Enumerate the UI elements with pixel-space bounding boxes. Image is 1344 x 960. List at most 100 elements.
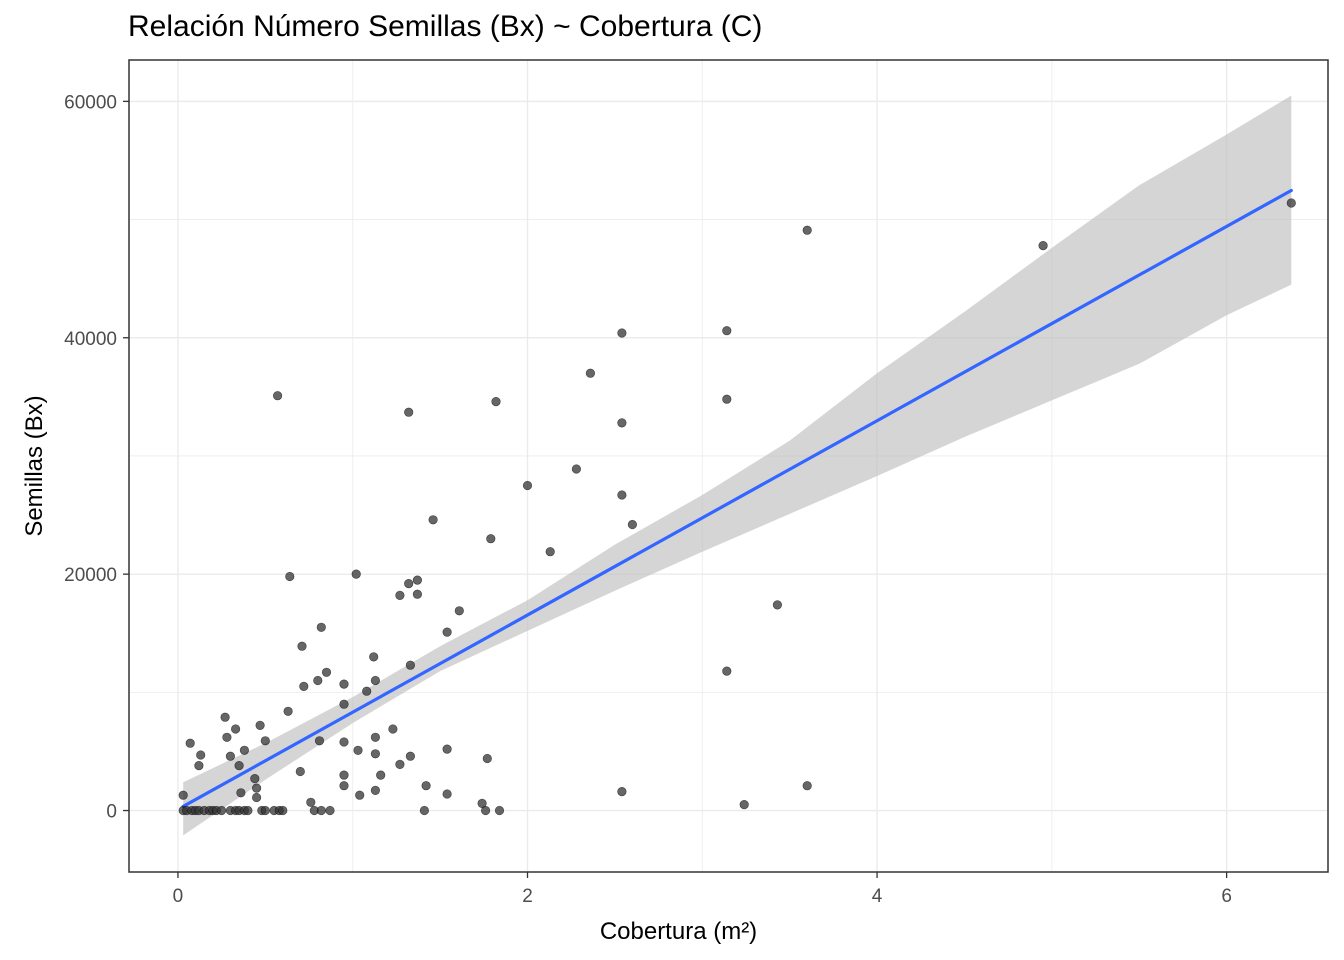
x-tick-label: 2 — [522, 886, 533, 907]
data-point — [321, 667, 332, 677]
data-point — [370, 732, 381, 742]
data-point — [243, 805, 253, 816]
data-point — [545, 547, 555, 557]
chart-title: Relación Número Semillas (Bx) ~ Cobertur… — [128, 10, 763, 43]
y-tick-label: 0 — [106, 802, 117, 823]
data-point — [339, 770, 349, 780]
data-point — [370, 749, 381, 759]
data-point — [252, 783, 262, 793]
data-point — [739, 799, 749, 810]
data-point — [220, 712, 230, 722]
data-point — [185, 738, 195, 748]
data-point — [250, 773, 260, 784]
data-point — [486, 534, 496, 544]
data-point — [772, 600, 783, 610]
y-axis-title: Semillas (Bx) — [21, 395, 48, 536]
data-point — [722, 326, 732, 336]
data-point — [252, 792, 262, 803]
fit-line — [181, 188, 1293, 809]
data-point — [339, 679, 349, 689]
data-point — [299, 681, 309, 692]
data-point — [428, 515, 438, 525]
x-tick-label: 4 — [872, 886, 883, 907]
data-point — [404, 578, 414, 589]
data-point — [454, 606, 464, 616]
data-point — [395, 759, 405, 770]
y-tick-label: 60000 — [64, 92, 117, 113]
data-point — [297, 641, 307, 651]
data-point — [225, 751, 235, 761]
data-point — [339, 781, 349, 791]
data-point — [522, 480, 533, 491]
data-point — [273, 391, 283, 401]
data-point — [306, 797, 316, 807]
data-point — [355, 790, 365, 800]
data-point — [442, 627, 452, 637]
data-point — [571, 464, 582, 474]
data-point — [255, 720, 265, 731]
data-point — [196, 750, 206, 760]
data-point — [295, 766, 305, 777]
data-point — [278, 805, 288, 816]
data-point — [222, 732, 232, 742]
data-point — [395, 590, 405, 601]
x-tick-label: 0 — [173, 886, 184, 907]
data-point — [617, 786, 627, 797]
data-point — [313, 675, 323, 686]
data-point — [477, 798, 487, 809]
panel-border — [128, 59, 1329, 873]
data-point — [494, 805, 505, 816]
y-tick-label: 40000 — [64, 329, 117, 350]
data-point — [442, 789, 452, 799]
data-point — [404, 407, 414, 417]
data-point — [316, 805, 326, 816]
data-point — [316, 622, 326, 632]
data-point — [260, 736, 270, 746]
data-point — [617, 328, 627, 338]
data-points — [178, 198, 1296, 816]
data-point — [369, 652, 379, 662]
data-point — [178, 790, 188, 800]
data-point — [217, 805, 227, 816]
data-point — [412, 575, 423, 585]
data-point — [236, 788, 246, 798]
regression-line — [181, 188, 1293, 809]
data-point — [283, 706, 293, 716]
confidence-ribbon — [183, 95, 1292, 836]
data-point — [239, 745, 249, 755]
data-point — [339, 699, 349, 709]
x-axis-title: Cobertura (m²) — [600, 918, 757, 945]
data-point — [194, 760, 204, 771]
data-point — [285, 571, 295, 582]
confidence-band — [183, 95, 1292, 836]
data-point — [617, 490, 627, 500]
data-point — [722, 666, 732, 676]
data-point — [370, 675, 381, 686]
y-tick-label: 20000 — [64, 565, 117, 586]
data-point — [260, 805, 270, 816]
axes: 0 2 4 6 0 20000 40000 60000 Cobertura (m²) Semill… — [21, 92, 1232, 945]
data-point — [370, 785, 381, 796]
data-point — [1038, 241, 1048, 251]
data-point — [353, 745, 363, 755]
data-point — [388, 724, 398, 734]
data-point — [617, 418, 627, 428]
data-point — [419, 805, 430, 816]
data-point — [339, 737, 349, 747]
data-point — [802, 781, 812, 791]
data-point — [362, 686, 372, 696]
data-point — [405, 751, 416, 761]
data-point — [376, 770, 386, 780]
data-point — [442, 744, 452, 754]
data-point — [421, 781, 431, 791]
data-point — [351, 569, 361, 579]
data-point — [412, 589, 423, 599]
data-point — [491, 397, 501, 407]
data-point — [585, 368, 596, 378]
data-point — [231, 724, 241, 734]
data-point — [482, 753, 492, 764]
data-point — [314, 736, 325, 746]
data-point — [627, 519, 638, 530]
x-tick-label: 6 — [1221, 886, 1232, 907]
